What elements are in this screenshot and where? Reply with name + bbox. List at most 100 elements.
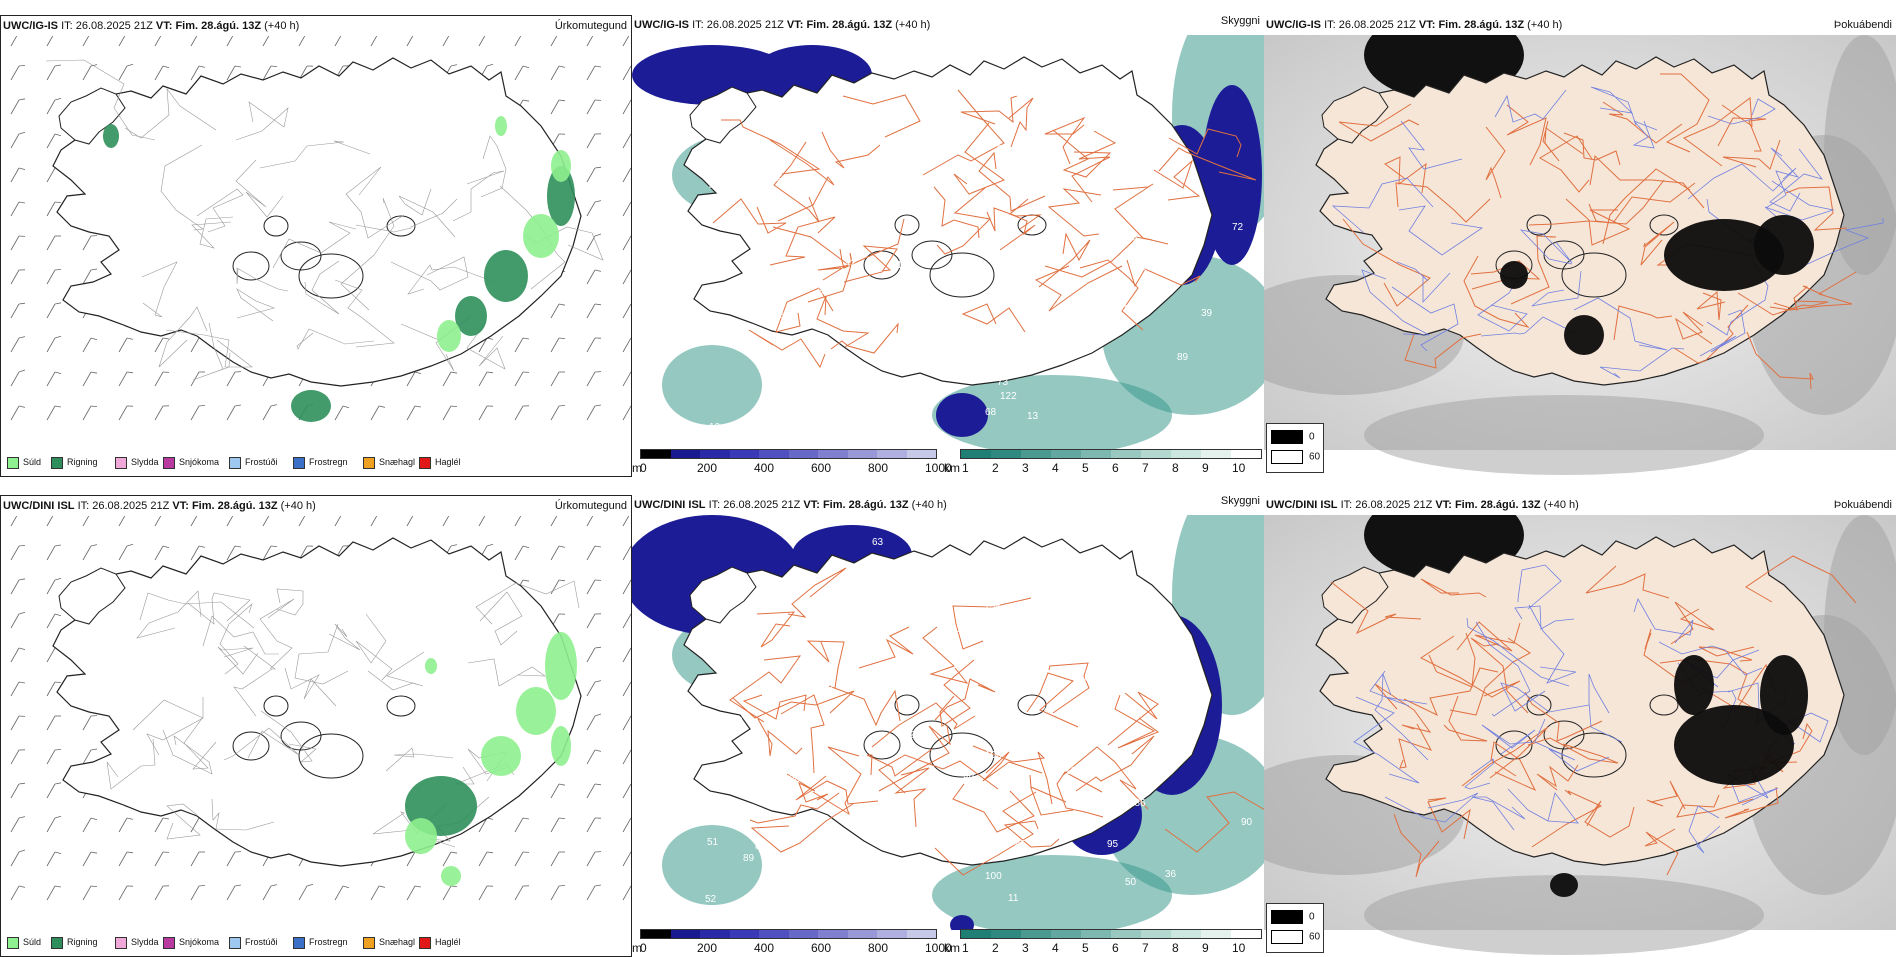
cloud-height-label: 39 bbox=[1136, 588, 1148, 599]
visibility-unit-label: km bbox=[944, 941, 960, 955]
cloud-height-label: 72 bbox=[1232, 222, 1244, 233]
cloud-height-label: 35 bbox=[849, 601, 861, 612]
colorbar-step bbox=[818, 930, 848, 938]
precip-legend-item: Snæhagl bbox=[363, 456, 415, 468]
panel-cloud-base-2: UWC/DINI ISL IT: 26.08.2025 21Z VT: Fim.… bbox=[632, 495, 1264, 957]
vt-label: VT: bbox=[787, 19, 804, 31]
colorbar-step bbox=[961, 450, 991, 458]
precip-legend-swatch bbox=[419, 457, 431, 469]
colorbar-step bbox=[1111, 930, 1141, 938]
cloud-height-label: 81 bbox=[906, 683, 918, 694]
colorbar-step bbox=[789, 450, 819, 458]
panel-cloud-base-1: UWC/IG-IS IT: 26.08.2025 21Z VT: Fim. 28… bbox=[632, 15, 1264, 477]
cloud-height-label: 83 bbox=[997, 144, 1009, 155]
cloud-tick-label: 800 bbox=[868, 461, 888, 475]
vt-value: Fim. 28.ágú. 13Z bbox=[175, 20, 261, 32]
precip-legend-label: Súld bbox=[23, 457, 41, 467]
vt-value: Fim. 28.ágú. 13Z bbox=[1455, 499, 1541, 511]
precip-legend-label: Súld bbox=[23, 937, 41, 947]
precip-legend-label: Rigning bbox=[67, 937, 98, 947]
visibility-tick-label: 4 bbox=[1052, 941, 1059, 955]
cloud-height-label: 68 bbox=[985, 407, 997, 418]
vt-label: VT: bbox=[1435, 499, 1452, 511]
colorbar-step bbox=[759, 930, 789, 938]
cloud-height-label: 161 bbox=[1079, 673, 1096, 684]
colorbar-step bbox=[1171, 450, 1201, 458]
fog-legend-swatch-60 bbox=[1271, 930, 1303, 944]
colorbar-step bbox=[818, 450, 848, 458]
it-label: IT: bbox=[692, 19, 704, 31]
precip-legend-swatch bbox=[293, 457, 305, 469]
cloud-height-label: 51 bbox=[707, 837, 719, 848]
cloud-height-label: 41 bbox=[1135, 262, 1147, 273]
visibility-tick-label: 8 bbox=[1172, 941, 1179, 955]
precip-legend-swatch bbox=[51, 937, 63, 949]
colorbar-step bbox=[1231, 450, 1261, 458]
precip-legend-label: Snæhagl bbox=[379, 937, 415, 947]
cloud-height-label: 38 bbox=[706, 105, 718, 116]
panel-title: Þokuábendi bbox=[1834, 495, 1892, 515]
cloud-height-label: 92 bbox=[1176, 700, 1188, 711]
cloud-height-label: 86 bbox=[773, 310, 785, 321]
colorbar-step bbox=[1231, 930, 1261, 938]
fog-legend-value: 60 bbox=[1309, 452, 1320, 463]
precip-legend-item: Snjókoma bbox=[163, 936, 219, 948]
cloud-height-label: 74 bbox=[707, 655, 719, 666]
colorbar-step bbox=[1051, 930, 1081, 938]
cloud-height-label: 38 bbox=[1094, 352, 1106, 363]
fog-legend-value: 0 bbox=[1309, 432, 1315, 443]
cloud-height-label: 97 bbox=[721, 106, 733, 117]
precip-legend-swatch bbox=[115, 457, 127, 469]
cloud-height-label: 95 bbox=[1107, 839, 1119, 850]
precip-legend-label: Frostúði bbox=[245, 937, 278, 947]
panel-precip-type-1: UWC/IG-IS IT: 26.08.2025 21Z VT: Fim. 28… bbox=[0, 15, 632, 477]
colorbar-step bbox=[1081, 930, 1111, 938]
panel-title: Þokuábendi bbox=[1834, 15, 1892, 35]
panel-header: UWC/IG-IS IT: 26.08.2025 21Z VT: Fim. 28… bbox=[632, 15, 1264, 35]
panel-title: Úrkomutegund bbox=[555, 496, 627, 516]
cloud-height-label: 122 bbox=[1000, 391, 1017, 402]
model-name: UWC/DINI ISL bbox=[1266, 499, 1338, 511]
cloud-height-label: 401 bbox=[709, 181, 726, 192]
precip-legend-item: Slydda bbox=[115, 936, 159, 948]
precip-legend-swatch bbox=[163, 937, 175, 949]
cloud-height-label: 38 bbox=[1126, 232, 1138, 243]
colorbar-step bbox=[700, 930, 730, 938]
cloud-height-label: 46 bbox=[1044, 704, 1056, 715]
cloud-height-label: 80 bbox=[755, 841, 767, 852]
panel-header: UWC/DINI ISL IT: 26.08.2025 21Z VT: Fim.… bbox=[1264, 495, 1896, 515]
fog-map bbox=[1264, 35, 1896, 450]
cloud-height-label: 296 bbox=[1101, 109, 1118, 120]
colorbar-step bbox=[671, 930, 701, 938]
cloud-base-colorbar bbox=[640, 449, 937, 459]
cloud-height-label: 30 bbox=[818, 286, 830, 297]
cloud-height-label: 33 bbox=[669, 731, 681, 742]
cloud-height-label: 7 bbox=[881, 67, 887, 78]
cloud-height-label: 39 bbox=[674, 819, 686, 830]
lead-time: (+40 h) bbox=[264, 20, 299, 32]
precip-legend-swatch bbox=[115, 937, 127, 949]
precip-legend-label: Frostúði bbox=[245, 457, 278, 467]
cloud-height-label: 28 bbox=[766, 356, 778, 367]
precip-legend-item: Frostregn bbox=[293, 456, 348, 468]
colorbar-step bbox=[877, 930, 907, 938]
visibility-tick-label: 1 bbox=[962, 941, 969, 955]
visibility-tick-label: 3 bbox=[1022, 941, 1029, 955]
visibility-tick-label: 6 bbox=[1112, 941, 1119, 955]
cloud-tick-label: 800 bbox=[868, 941, 888, 955]
visibility-tick-label: 10 bbox=[1232, 941, 1245, 955]
fog-map bbox=[1264, 515, 1896, 930]
fog-legend: 0 60 bbox=[1266, 903, 1324, 953]
colorbar-step bbox=[730, 930, 760, 938]
colorbar-step bbox=[1051, 450, 1081, 458]
cloud-height-label: 39 bbox=[1201, 308, 1213, 319]
precip-legend-label: Slydda bbox=[131, 457, 159, 467]
cloud-tick-label: 400 bbox=[754, 941, 774, 955]
cloud-height-label: 100 bbox=[1097, 637, 1114, 648]
precip-legend-item: Súld bbox=[7, 936, 41, 948]
visibility-tick-label: 4 bbox=[1052, 461, 1059, 475]
cloud-height-label: 57 bbox=[809, 368, 821, 379]
precip-legend-item: Frostúði bbox=[229, 456, 278, 468]
